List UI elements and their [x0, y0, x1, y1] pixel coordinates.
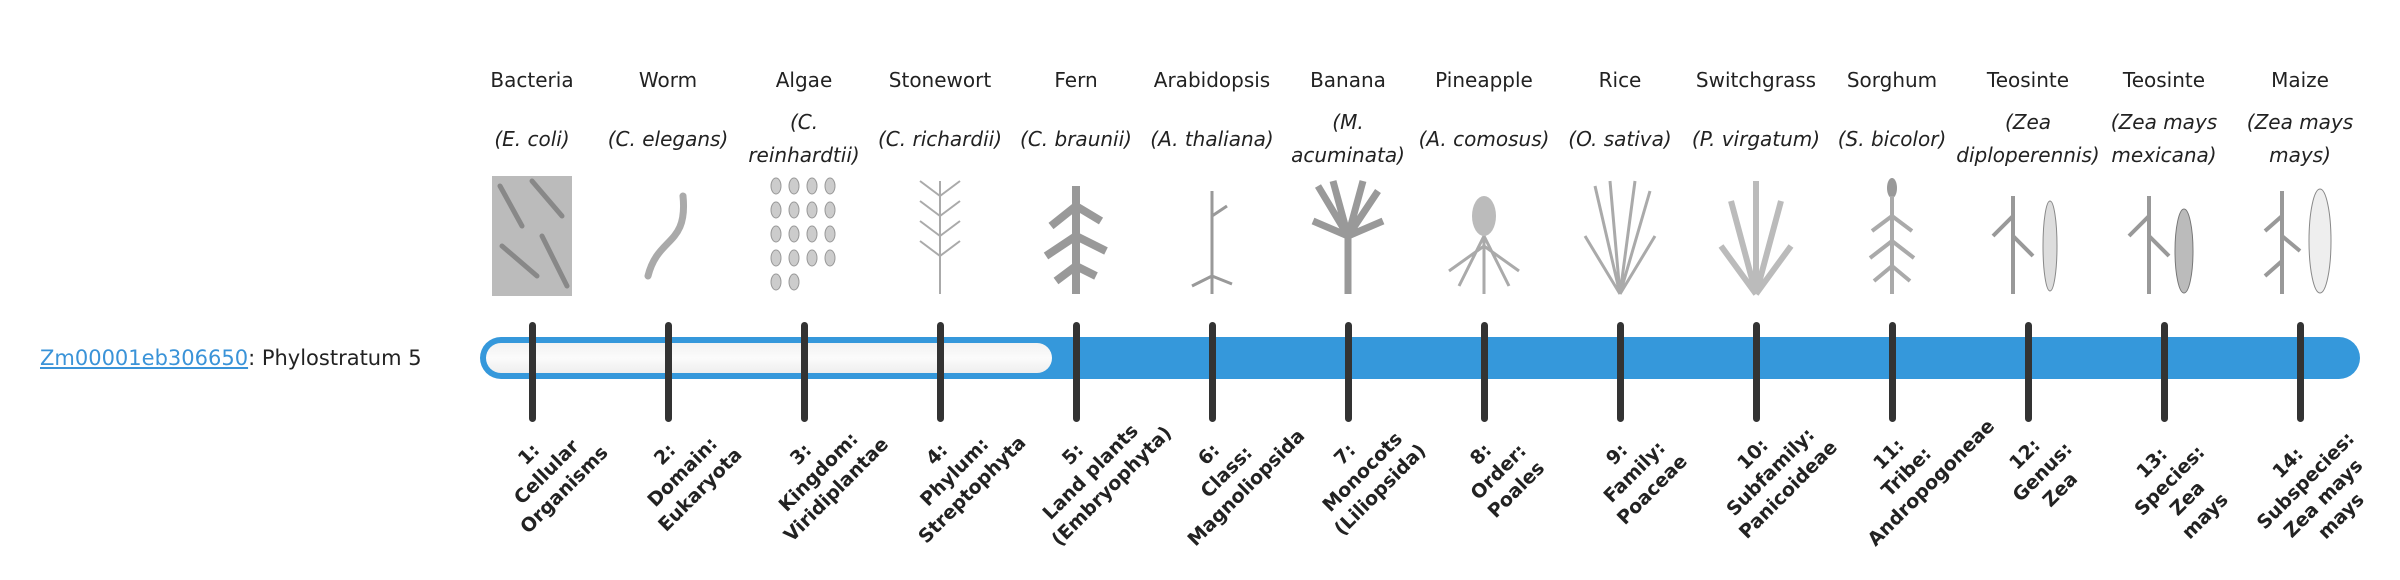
organism-common-name: Fern [1054, 68, 1098, 92]
organism-scientific-name: (Zea mays mays) [2246, 110, 2354, 167]
stratum-tick [1073, 322, 1080, 422]
organism-common-name: Arabidopsis [1153, 68, 1271, 92]
organism-scientific-name: (Zea mays mexicana) [2110, 110, 2218, 167]
organism-scientific-name: (Zea diploperennis) [1956, 110, 2100, 167]
organism-common-name: Switchgrass [1695, 68, 1817, 92]
stonewort-image [919, 180, 961, 294]
organism-common-name: Rice [1598, 68, 1642, 92]
stratum-label: 7: Monocots (Liliopsida) [1283, 393, 1442, 552]
rice-image [1583, 180, 1657, 295]
organism-scientific-name: (C. reinhardtii) [748, 110, 860, 167]
stratum-tick [665, 322, 672, 422]
stratum-tick [2025, 322, 2032, 422]
stratum-label: 10: Subfamily: Panicoideae [1691, 393, 1850, 552]
stratum-tick [1617, 322, 1624, 422]
stratum-tick [529, 322, 536, 422]
stratum-tick [1889, 322, 1896, 422]
organism-common-name: Worm [638, 68, 698, 92]
organism-common-name: Algae [775, 68, 833, 92]
stratum-tick [1481, 322, 1488, 422]
bacteria-image [492, 176, 572, 296]
arabidopsis-image [1191, 191, 1233, 294]
organism-scientific-name: (A. thaliana) [1150, 126, 1274, 151]
stratum-label: 13: Species: Zea mays [2091, 402, 2268, 579]
stratum-label: 3: Kingdom: Viridiplantae [739, 393, 898, 552]
organism-common-name: Bacteria [490, 68, 574, 92]
organism-common-name: Maize [2271, 68, 2329, 92]
organism-scientific-name: (P. virgatum) [1691, 126, 1821, 151]
stratum-tick [2161, 322, 2168, 422]
algae-image [770, 177, 836, 291]
fern-image [1043, 186, 1108, 294]
gene-link[interactable]: Zm00001eb306650 [40, 346, 249, 370]
stratum-label: 8: Order: Poales [1419, 393, 1578, 552]
organism-scientific-name: (C. elegans) [607, 126, 729, 151]
organism-common-name: Banana [1310, 68, 1386, 92]
stratum-tick [2297, 322, 2304, 422]
organism-scientific-name: (C. richardii) [877, 126, 1003, 151]
switchgrass-image [1718, 181, 1794, 296]
stratum-tick [801, 322, 808, 422]
stratum-label: 4: Phylum: Streptophyta [875, 393, 1034, 552]
pineapple-image [1448, 196, 1520, 294]
stratum-tick [1345, 322, 1352, 422]
organism-scientific-name: (A. comosus) [1418, 126, 1550, 151]
organism-scientific-name: (M. acuminata) [1291, 110, 1405, 167]
sorghum-image [1868, 178, 1916, 294]
organism-common-name: Pineapple [1435, 68, 1533, 92]
maize-image [2263, 188, 2332, 294]
stratum-label: 14: Subspecies: Zea mays mays [2227, 402, 2400, 579]
stratum-label: 11: Tribe: Andropogoneae [1827, 393, 2000, 552]
phylostratum-text: : Phylostratum 5 [248, 346, 422, 370]
stratum-tick [1753, 322, 1760, 422]
stratum-label: 9: Family: Poaceae [1555, 393, 1714, 552]
organism-scientific-name: (S. bicolor) [1837, 126, 1947, 151]
stratum-label: 1: Cellular Organisms [467, 393, 626, 552]
organism-common-name: Stonewort [888, 68, 992, 92]
teosinte-mexicana-image [2127, 196, 2194, 294]
organism-common-name: Sorghum [1846, 68, 1938, 92]
banana-image [1311, 180, 1385, 294]
stratum-tick [1209, 322, 1216, 422]
worm-image [644, 192, 688, 280]
gene-phylostratum-label: Zm00001eb306650: Phylostratum 5 [40, 338, 422, 378]
bar-unfilled-section [486, 343, 1052, 373]
stratum-label: 12: Genus: Zea [1963, 393, 2122, 552]
teosinte-image [1991, 196, 2058, 294]
organism-scientific-name: (O. sativa) [1568, 126, 1672, 151]
phylostratum-bar [480, 337, 2360, 379]
stratum-label: 2: Domain: Eukaryota [603, 393, 762, 552]
organism-scientific-name: (E. coli) [494, 126, 570, 151]
stratum-label: 6: Class: Magnoliopsida [1147, 393, 1310, 552]
organism-common-name: Teosinte [2122, 68, 2206, 92]
organism-common-name: Teosinte [1986, 68, 2070, 92]
stratum-tick [937, 322, 944, 422]
stratum-label: 5: Land plants (Embryophyta) [1011, 393, 1176, 552]
organism-scientific-name: (C. braunii) [1020, 126, 1132, 151]
